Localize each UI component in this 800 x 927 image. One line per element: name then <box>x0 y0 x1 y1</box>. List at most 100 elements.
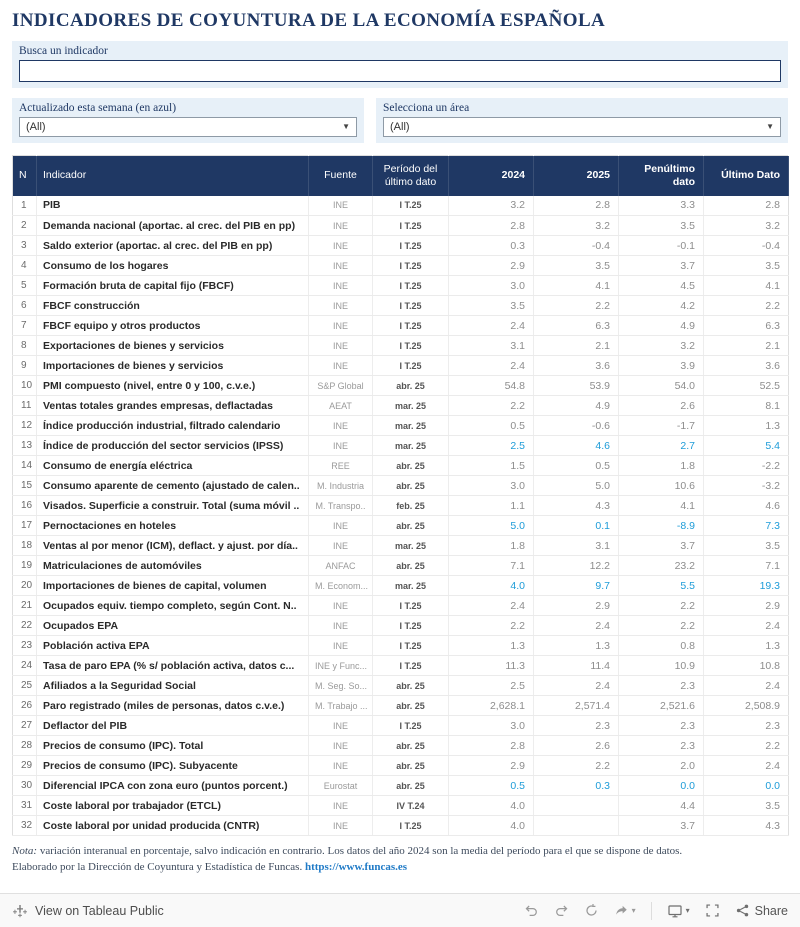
table-row[interactable]: 9 Importaciones de bienes y servicios INE I… <box>12 355 789 376</box>
value-2025: 4.6 <box>533 435 619 456</box>
latest-value: 3.2 <box>703 215 789 236</box>
table-row[interactable]: 27 Deflactor del PIB INE I T.25 3.0 2.3 2.3 2.3 <box>12 715 789 736</box>
table-row[interactable]: 19 Matriculaciones de automóviles ANFAC abr… <box>12 555 789 576</box>
value-2024: 0.5 <box>448 415 534 436</box>
table-row[interactable]: 21 Ocupados equiv. tiempo completo, según… <box>12 595 789 616</box>
penultimate-value: 2.3 <box>618 735 704 756</box>
indicator-name: Precios de consumo (IPC). Subyacente <box>36 755 309 776</box>
indicator-name: Coste laboral por unidad producida (CNTR… <box>36 815 309 836</box>
col-header-periodo[interactable]: Período del último dato <box>372 155 449 196</box>
value-2024: 4.0 <box>448 575 534 596</box>
table-row[interactable]: 18 Ventas al por menor (ICM), deflact. y … <box>12 535 789 556</box>
table-row[interactable]: 25 Afiliados a la Seguridad Social M. Seg.… <box>12 675 789 696</box>
filter-updated-dropdown[interactable]: (All) ▼ <box>19 117 357 137</box>
row-number: 1 <box>12 195 37 216</box>
row-number: 15 <box>12 475 37 496</box>
col-header-n[interactable]: N <box>12 155 37 196</box>
search-panel: Busca un indicador <box>12 41 788 88</box>
redo-icon[interactable] <box>554 903 569 918</box>
latest-value: 10.8 <box>703 655 789 676</box>
source: INE <box>308 815 373 836</box>
view-on-tableau-link[interactable]: View on Tableau Public <box>12 903 164 919</box>
table-row[interactable]: 32 Coste laboral por unidad producida (CN… <box>12 815 789 836</box>
undo-icon[interactable] <box>524 903 539 918</box>
col-header-indicador[interactable]: Indicador <box>36 155 309 196</box>
table-row[interactable]: 1 PIB INE I T.25 3.2 2.8 3.3 2.8 <box>12 195 789 216</box>
value-2024: 2.4 <box>448 595 534 616</box>
period: abr. 25 <box>372 755 449 776</box>
table-row[interactable]: 2 Demanda nacional (aportac. al crec. del… <box>12 215 789 236</box>
filter-updated-value: (All) <box>26 121 46 133</box>
latest-value: 2,508.9 <box>703 695 789 716</box>
period: I T.25 <box>372 335 449 356</box>
table-row[interactable]: 20 Importaciones de bienes de capital, vo… <box>12 575 789 596</box>
period: abr. 25 <box>372 695 449 716</box>
period: abr. 25 <box>372 515 449 536</box>
value-2024: 7.1 <box>448 555 534 576</box>
indicator-name: Precios de consumo (IPC). Total <box>36 735 309 756</box>
table-row[interactable]: 10 PMI compuesto (nivel, entre 0 y 100, c… <box>12 375 789 396</box>
share-button[interactable]: Share <box>735 903 788 918</box>
col-header-2024[interactable]: 2024 <box>448 155 534 196</box>
source: REE <box>308 455 373 476</box>
download-icon[interactable]: ▾ <box>667 903 690 919</box>
latest-value: 2.4 <box>703 675 789 696</box>
table-row[interactable]: 11 Ventas totales grandes empresas, defla… <box>12 395 789 416</box>
table-row[interactable]: 24 Tasa de paro EPA (% s/ población activ… <box>12 655 789 676</box>
table-row[interactable]: 8 Exportaciones de bienes y servicios INE I… <box>12 335 789 356</box>
row-number: 7 <box>12 315 37 336</box>
table-row[interactable]: 12 Índice producción industrial, filtrado… <box>12 415 789 436</box>
period: mar. 25 <box>372 575 449 596</box>
table-row[interactable]: 29 Precios de consumo (IPC). Subyacente IN… <box>12 755 789 776</box>
table-row[interactable]: 6 FBCF construcción INE I T.25 3.5 2.2 4.2 2.2 <box>12 295 789 316</box>
table-row[interactable]: 31 Coste laboral por trabajador (ETCL) INE… <box>12 795 789 816</box>
filter-area-value: (All) <box>390 121 410 133</box>
latest-value: 8.1 <box>703 395 789 416</box>
period: I T.25 <box>372 635 449 656</box>
table-row[interactable]: 16 Visados. Superficie a construir. Total… <box>12 495 789 516</box>
penultimate-value: 2.6 <box>618 395 704 416</box>
period: I T.25 <box>372 615 449 636</box>
table-row[interactable]: 3 Saldo exterior (aportac. al crec. del P… <box>12 235 789 256</box>
table-row[interactable]: 4 Consumo de los hogares INE I T.25 2.9 3.5 3.… <box>12 255 789 276</box>
source: INE y Func... <box>308 655 373 676</box>
period: I T.25 <box>372 815 449 836</box>
table-row[interactable]: 7 FBCF equipo y otros productos INE I T.25 2… <box>12 315 789 336</box>
indicator-name: Formación bruta de capital fijo (FBCF) <box>36 275 309 296</box>
value-2024: 1.1 <box>448 495 534 516</box>
share-label: Share <box>754 903 788 918</box>
value-2025: -0.4 <box>533 235 619 256</box>
latest-value: 7.1 <box>703 555 789 576</box>
col-header-penultimo[interactable]: Penúltimo dato <box>618 155 704 196</box>
table-row[interactable]: 14 Consumo de energía eléctrica REE abr. 25… <box>12 455 789 476</box>
replay-icon[interactable] <box>584 903 599 918</box>
fullscreen-icon[interactable] <box>705 903 720 918</box>
row-number: 5 <box>12 275 37 296</box>
col-header-ultimo[interactable]: Último Dato <box>703 155 789 196</box>
search-input[interactable] <box>19 60 781 82</box>
table-row[interactable]: 30 Diferencial IPCA con zona euro (puntos… <box>12 775 789 796</box>
latest-value: 2.4 <box>703 615 789 636</box>
col-header-fuente[interactable]: Fuente <box>308 155 373 196</box>
value-2024: 2.2 <box>448 615 534 636</box>
table-row[interactable]: 15 Consumo aparente de cemento (ajustado … <box>12 475 789 496</box>
table-row[interactable]: 17 Pernoctaciones en hoteles INE abr. 25 5.0… <box>12 515 789 536</box>
table-row[interactable]: 13 Índice de producción del sector servic… <box>12 435 789 456</box>
table-row[interactable]: 23 Población activa EPA INE I T.25 1.3 1.3 0.8… <box>12 635 789 656</box>
forward-icon[interactable]: ▾ <box>614 903 636 918</box>
value-2025: 3.2 <box>533 215 619 236</box>
period: mar. 25 <box>372 395 449 416</box>
row-number: 31 <box>12 795 37 816</box>
table-row[interactable]: 28 Precios de consumo (IPC). Total INE abr.… <box>12 735 789 756</box>
table-row[interactable]: 5 Formación bruta de capital fijo (FBCF) I… <box>12 275 789 296</box>
col-header-2025[interactable]: 2025 <box>533 155 619 196</box>
value-2024: 3.1 <box>448 335 534 356</box>
value-2024: 2.4 <box>448 315 534 336</box>
funcas-link[interactable]: https://www.funcas.es <box>304 860 408 873</box>
indicator-name: Consumo aparente de cemento (ajustado de… <box>36 475 309 496</box>
table-row[interactable]: 22 Ocupados EPA INE I T.25 2.2 2.4 2.2 2.4 <box>12 615 789 636</box>
filter-area-dropdown[interactable]: (All) ▼ <box>383 117 781 137</box>
table-row[interactable]: 26 Paro registrado (miles de personas, da… <box>12 695 789 716</box>
row-number: 9 <box>12 355 37 376</box>
value-2024: 5.0 <box>448 515 534 536</box>
